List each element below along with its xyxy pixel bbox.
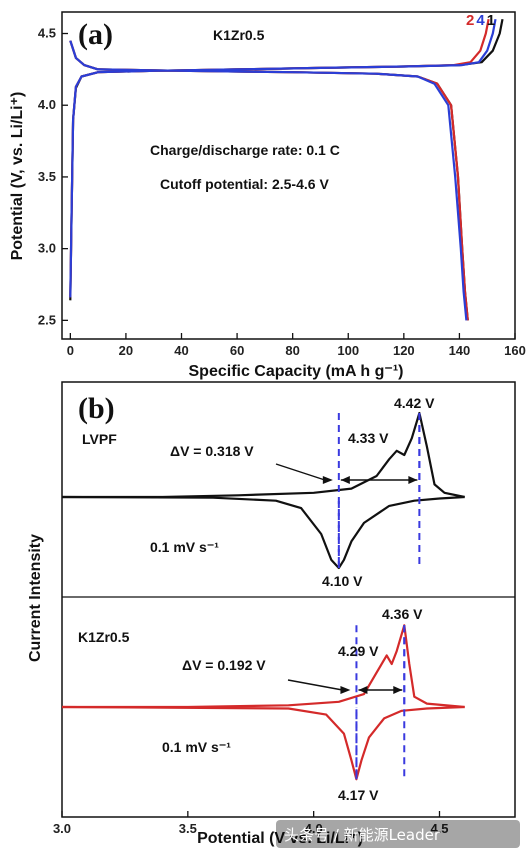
y-axis-label-b: Current Intensity: [27, 534, 44, 662]
peak-label-lvpf-1: 4.42 V: [394, 395, 435, 411]
curves-a: [69, 18, 504, 321]
peak-label-lvpf-2: 4.33 V: [348, 430, 389, 446]
plot-frame-b: [61, 381, 516, 818]
x-tick-label-a: 140: [449, 343, 471, 358]
y-tick-label-a: 3.5: [38, 169, 56, 184]
panel-b: 3.0 3.5 4.0 4.5 (b) LVPF K1Zr0.5 ΔV = 0.318…: [27, 381, 516, 847]
x-tick-label-a: 80: [285, 343, 299, 358]
cutoff-annotation: Cutoff potential: 2.5-4.6 V: [160, 176, 329, 192]
panel-label-a: (a): [78, 18, 113, 51]
scan-rate-lvpf: 0.1 mV s⁻¹: [150, 539, 219, 555]
cycle-2-charge-curve: [69, 18, 490, 298]
pointer-arrowhead: [322, 476, 333, 484]
delta-v-pointer: [275, 463, 326, 481]
x-tick-label-a: 0: [67, 343, 74, 358]
legend-cycle-4: 4: [476, 12, 485, 29]
peak-label-k1zr-2: 4.29 V: [338, 643, 379, 659]
arrowhead: [393, 686, 403, 694]
scan-rate-k1zr: 0.1 mV s⁻¹: [162, 739, 231, 755]
x-tick-label-b: 3.5: [179, 821, 197, 836]
cv-0-anodic-curve: [62, 411, 465, 499]
arrowhead: [358, 686, 368, 694]
arrowhead: [408, 476, 418, 484]
y-tick-label-a: 3.0: [38, 241, 56, 256]
panel-label-b: (b): [78, 392, 115, 425]
ticks-a: 0 20 40 60 80 100 120 140 160 2.5 3.0 3.5 4.0 4.5: [38, 26, 526, 358]
cv-1-anodic-curve: [62, 624, 465, 709]
watermark-backdrop: [276, 820, 520, 848]
charge-rate-annotation: Charge/discharge rate: 0.1 C: [150, 142, 340, 158]
sample-label-a: K1Zr0.5: [213, 27, 265, 43]
y-tick-label-a: 2.5: [38, 312, 56, 327]
x-tick-label-a: 60: [230, 343, 244, 358]
cv-1-cathodic-curve: [61, 705, 465, 781]
x-tick-label-a: 20: [119, 343, 133, 358]
cycle-1-charge-curve: [69, 18, 504, 301]
x-tick-label-b: 4.5: [430, 821, 448, 836]
pointer-arrowhead: [340, 686, 351, 694]
x-tick-label-a: 120: [393, 343, 415, 358]
x-tick-label-b: 3.0: [53, 821, 71, 836]
y-axis-label-a: Potential (V, vs. Li/Li⁺): [9, 92, 26, 261]
delta-v-pointer: [287, 679, 343, 691]
cycle-4-discharge-curve: [69, 40, 468, 321]
ticks-b: 3.0 3.5 4.0 4.5: [53, 811, 449, 836]
x-tick-label-a: 160: [504, 343, 526, 358]
peak-label-k1zr-1: 4.36 V: [382, 606, 423, 622]
y-tick-label-a: 4.5: [38, 26, 56, 41]
curves-b: [61, 411, 465, 781]
cv-0-cathodic-curve: [61, 495, 465, 570]
x-tick-label-a: 100: [337, 343, 359, 358]
cycle-4-charge-curve: [69, 18, 497, 298]
x-tick-label-a: 40: [174, 343, 188, 358]
panel-a: 0 20 40 60 80 100 120 140 160 2.5 3.0 3.5 4.0 4.5 (a)…: [9, 11, 526, 380]
peak-label-lvpf-3: 4.10 V: [322, 573, 363, 589]
arrowhead: [340, 476, 350, 484]
sample-label-k1zr: K1Zr0.5: [78, 629, 130, 645]
plot-frame-a: [61, 11, 516, 340]
delta-v-k1zr: ΔV = 0.192 V: [182, 657, 266, 673]
legend-cycle-1: 1: [487, 12, 495, 29]
watermark: 头条号 / 新能源Leader: [284, 826, 441, 844]
x-tick-label-b: 4.0: [305, 821, 323, 836]
x-axis-label-b: Potential (V vs. Li/Li⁺): [197, 830, 363, 847]
legend-cycle-2: 2: [466, 12, 474, 29]
sample-label-lvpf: LVPF: [82, 431, 117, 447]
x-axis-label-a: Specific Capacity (mA h g⁻¹): [189, 363, 404, 380]
delta-v-lvpf: ΔV = 0.318 V: [170, 443, 254, 459]
y-tick-label-a: 4.0: [38, 97, 56, 112]
peak-label-k1zr-3: 4.17 V: [338, 787, 379, 803]
